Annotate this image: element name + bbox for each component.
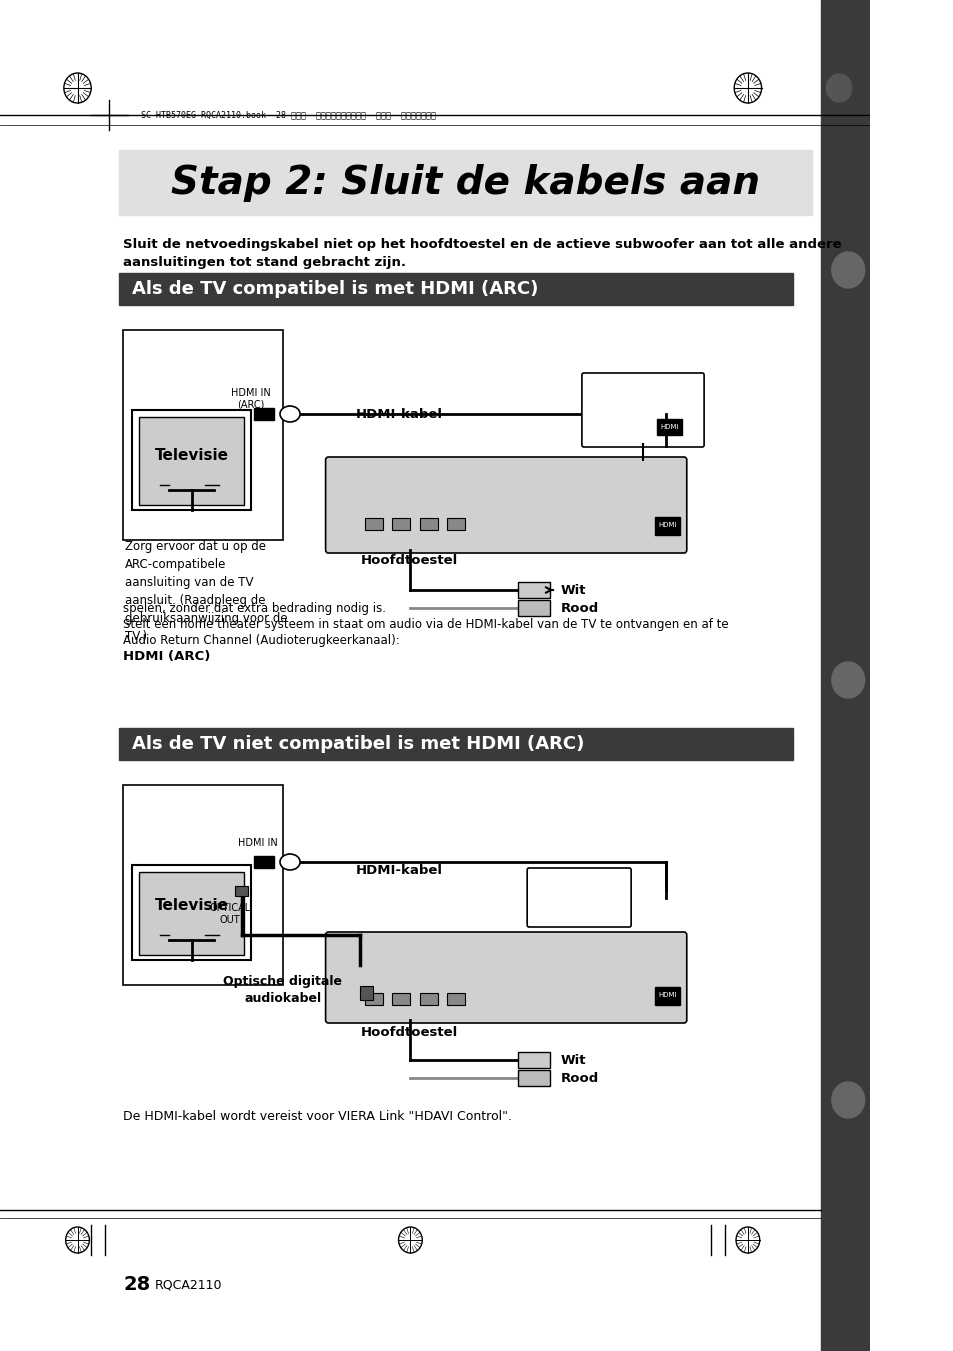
Text: Hoofdtoestel: Hoofdtoestel xyxy=(360,554,457,566)
Bar xyxy=(253,857,274,867)
Bar xyxy=(517,1052,549,1069)
Bar xyxy=(364,517,383,530)
Text: De HDMI-kabel wordt vereist voor VIERA Link "HDAVI Control".: De HDMI-kabel wordt vereist voor VIERA L… xyxy=(123,1111,512,1123)
Bar xyxy=(253,408,274,420)
FancyBboxPatch shape xyxy=(325,932,686,1023)
Text: Als de TV compatibel is met HDMI (ARC): Als de TV compatibel is met HDMI (ARC) xyxy=(132,280,538,299)
Text: Hoofdtoestel: Hoofdtoestel xyxy=(360,1025,457,1039)
Bar xyxy=(360,986,373,1000)
Bar xyxy=(392,517,410,530)
Text: OPTICAL
OUT: OPTICAL OUT xyxy=(209,902,251,924)
Text: Wit: Wit xyxy=(560,584,586,597)
Text: Audio Return Channel (Audioterugkeerkanaal):: Audio Return Channel (Audioterugkeerkana… xyxy=(123,634,399,647)
Bar xyxy=(132,865,251,961)
Bar xyxy=(517,1070,549,1086)
Text: HDMI: HDMI xyxy=(658,992,677,998)
Bar xyxy=(138,871,244,955)
Bar xyxy=(392,993,410,1005)
FancyBboxPatch shape xyxy=(325,457,686,553)
Text: Sluit de netvoedingskabel niet op het hoofdtoestel en de actieve subwoofer aan t: Sluit de netvoedingskabel niet op het ho… xyxy=(123,238,841,269)
Circle shape xyxy=(831,1082,863,1119)
Bar xyxy=(123,785,282,985)
Bar xyxy=(419,993,437,1005)
Text: HDMI-kabel: HDMI-kabel xyxy=(355,863,442,877)
Text: Rood: Rood xyxy=(560,1071,598,1085)
Bar xyxy=(364,993,383,1005)
Bar xyxy=(517,582,549,598)
Text: Rood: Rood xyxy=(560,601,598,615)
Bar xyxy=(123,330,282,540)
Circle shape xyxy=(831,662,863,698)
Circle shape xyxy=(825,74,851,101)
Text: Televisie: Televisie xyxy=(154,897,229,912)
Bar xyxy=(132,409,251,509)
Bar xyxy=(656,419,681,435)
Ellipse shape xyxy=(280,407,300,422)
Bar xyxy=(118,728,793,761)
Bar xyxy=(446,993,465,1005)
Text: HDMI (ARC): HDMI (ARC) xyxy=(123,650,211,663)
Text: Stap 2: Sluit de kabels aan: Stap 2: Sluit de kabels aan xyxy=(171,163,759,203)
Text: 28: 28 xyxy=(123,1275,151,1294)
Text: HDMI: HDMI xyxy=(659,424,678,430)
Text: Als de TV niet compatibel is met HDMI (ARC): Als de TV niet compatibel is met HDMI (A… xyxy=(132,735,584,753)
Bar xyxy=(118,150,811,215)
Bar xyxy=(517,600,549,616)
Text: HDMI IN: HDMI IN xyxy=(238,838,277,848)
Text: HDMI: HDMI xyxy=(658,521,677,528)
Circle shape xyxy=(831,253,863,288)
Text: HDMI IN
(ARC): HDMI IN (ARC) xyxy=(231,388,271,409)
Text: SC-HTB570EG-RQCA2110.book  28 ページ  ２０１３年１月１０日  木曜日  午後２時５９分: SC-HTB570EG-RQCA2110.book 28 ページ ２０１３年１月… xyxy=(141,111,436,119)
Bar xyxy=(235,886,248,896)
Ellipse shape xyxy=(280,854,300,870)
Text: Wit: Wit xyxy=(560,1054,586,1066)
Bar xyxy=(820,0,869,1351)
Bar xyxy=(654,988,679,1005)
Bar xyxy=(654,517,679,535)
Text: Zorg ervoor dat u op de
ARC-compatibele
aansluiting van de TV
aansluit. (Raadple: Zorg ervoor dat u op de ARC-compatibele … xyxy=(125,540,287,643)
Bar xyxy=(118,273,793,305)
Bar xyxy=(419,517,437,530)
FancyBboxPatch shape xyxy=(527,867,631,927)
Text: Televisie: Televisie xyxy=(154,447,229,462)
Bar xyxy=(138,417,244,505)
Text: spelen, zonder dat extra bedrading nodig is.: spelen, zonder dat extra bedrading nodig… xyxy=(123,603,386,615)
Text: Stelt een home theater systeem in staat om audio via de HDMI-kabel van de TV te : Stelt een home theater systeem in staat … xyxy=(123,617,728,631)
Bar xyxy=(446,517,465,530)
Text: RQCA2110: RQCA2110 xyxy=(155,1278,222,1292)
Text: HDMI-kabel: HDMI-kabel xyxy=(355,408,442,422)
Text: Optische digitale
audiokabel: Optische digitale audiokabel xyxy=(223,975,342,1005)
FancyBboxPatch shape xyxy=(581,373,703,447)
